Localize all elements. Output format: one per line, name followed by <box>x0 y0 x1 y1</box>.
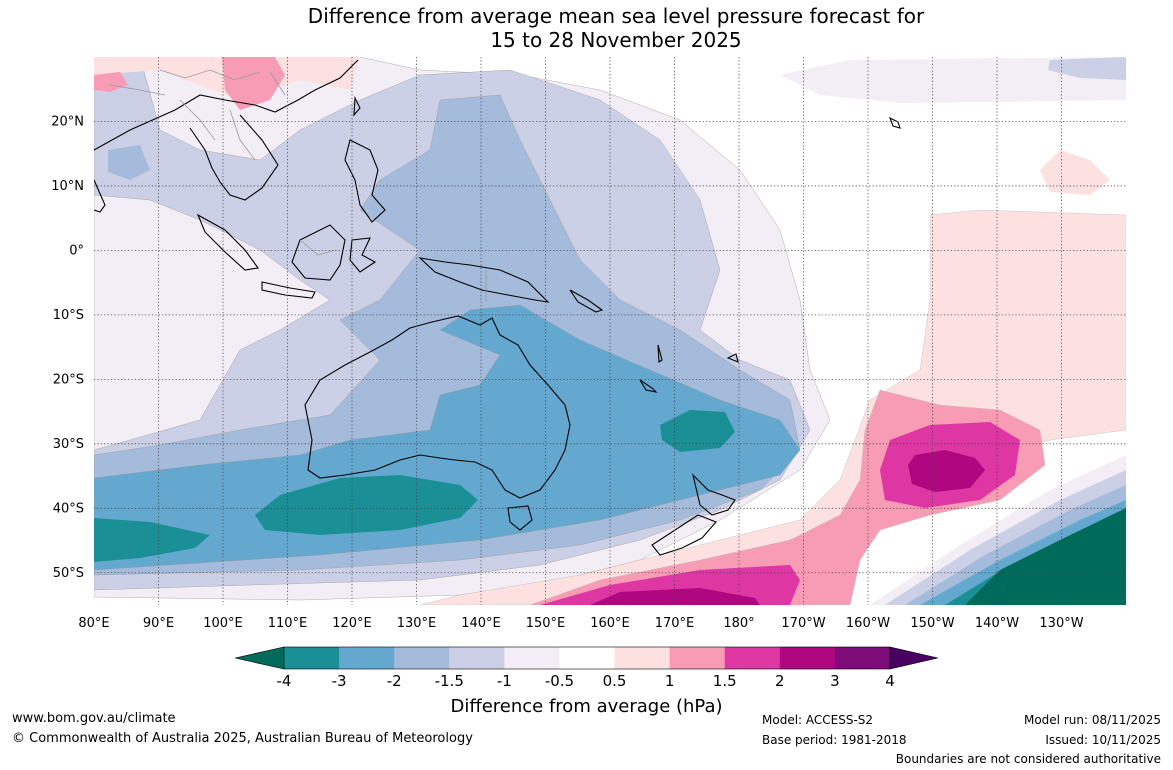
colorbar-swatch <box>284 647 340 669</box>
colorbar-tick-label: -0.5 <box>545 672 574 690</box>
contour-pos-2 <box>908 450 985 492</box>
website-link[interactable]: www.bom.gov.au/climate <box>12 711 176 726</box>
australia-coast <box>304 315 571 499</box>
lat-label: 40°S <box>53 501 84 516</box>
contour-neg-3-tasman <box>660 410 735 452</box>
contour-pos-1-west <box>94 72 128 92</box>
colorbar-swatch <box>504 647 560 669</box>
lon-label: 80°E <box>78 616 109 631</box>
coastlines <box>94 59 901 556</box>
contour-neg-0-5-ne <box>780 57 1126 103</box>
lon-label: 170°W <box>781 616 825 631</box>
lat-label: 20°S <box>53 372 84 387</box>
colorbar-swatch <box>669 647 726 669</box>
new-caledonia-coast <box>639 379 658 393</box>
lat-label: 10°S <box>53 308 84 323</box>
vanuatu-coast <box>657 344 663 363</box>
india-coast <box>94 179 106 213</box>
lon-label: 130°E <box>397 616 437 631</box>
model-name: Model: ACCESS-S2 <box>762 713 874 727</box>
model-run-date: Model run: 08/11/2025 <box>1023 713 1161 727</box>
new-zealand-south-coast <box>651 514 717 556</box>
country-borders <box>109 69 487 302</box>
contour-neg-3-main <box>255 475 478 535</box>
colorbar-swatch <box>724 647 781 669</box>
colorbar-outline <box>283 646 891 670</box>
chart-title: Difference from average mean sea level p… <box>0 4 1173 52</box>
lon-label: 90°E <box>143 616 174 631</box>
new-zealand-north-coast <box>692 473 736 516</box>
contour-neg-1-small <box>1048 57 1126 80</box>
lon-label: 170°E <box>655 616 695 631</box>
copyright-text: © Commonwealth of Australia 2025, Austra… <box>12 731 473 746</box>
contour-neg-3-west <box>94 518 210 562</box>
contour-pos-1-asia <box>222 57 285 110</box>
contour-pos-0-5-east <box>419 209 1126 605</box>
contour-se-neg-4 <box>965 508 1126 605</box>
sulawesi-coast <box>349 237 377 273</box>
title-line-1: Difference from average mean sea level p… <box>307 4 925 28</box>
lon-label: 150°E <box>526 616 566 631</box>
colorbar-swatch <box>339 647 395 669</box>
issued-date: Issued: 10/11/2025 <box>1045 733 1161 747</box>
contour-pos-0-5-north <box>1040 150 1110 195</box>
borneo-coast <box>291 224 346 281</box>
colorbar-low-extend <box>234 646 285 670</box>
taiwan-coast <box>353 95 361 117</box>
colorbar-high-extend <box>889 646 939 670</box>
lat-label: 30°S <box>53 437 84 452</box>
lat-label: 10°N <box>51 179 84 194</box>
lon-label: 160°E <box>590 616 630 631</box>
colorbar-swatch <box>394 647 450 669</box>
colorbar-tick-label: 4 <box>885 672 895 690</box>
colorbar-tick-label: 0.5 <box>603 672 627 690</box>
philippines-coast <box>344 139 386 223</box>
lat-label: 20°N <box>51 114 84 129</box>
colorbar: -4 -3 -2 -1.5 -1 -0.5 0.5 1 1.5 2 3 4 <box>234 646 939 690</box>
colorbar-swatch <box>559 647 616 669</box>
longitude-labels: 80°E 90°E 100°E 110°E 120°E 130°E 140°E 150°E 16… <box>78 616 1083 631</box>
lon-label: 140°W <box>975 616 1019 631</box>
colorbar-tick-label: -1 <box>497 672 512 690</box>
lon-label: 130°W <box>1039 616 1083 631</box>
asia-mainland-coast <box>94 59 359 201</box>
gridlines <box>94 57 1126 605</box>
lon-label: 110°E <box>268 616 308 631</box>
base-period: Base period: 1981-2018 <box>762 733 907 747</box>
hawaii-coast <box>888 116 901 129</box>
colorbar-tick-label: -1.5 <box>435 672 464 690</box>
colorbar-tick-label: 1.5 <box>713 672 737 690</box>
colorbar-tick-label: -4 <box>277 672 292 690</box>
new-guinea-coast <box>418 257 550 303</box>
colorbar-swatch <box>779 647 836 669</box>
lat-label: 0° <box>69 243 84 258</box>
lon-label: 150°W <box>910 616 954 631</box>
colorbar-tick-label: -3 <box>332 672 347 690</box>
contour-pos-2-south <box>590 588 760 605</box>
colorbar-tick-label: 1 <box>665 672 675 690</box>
colorbar-title: Difference from average (hPa) <box>450 696 723 717</box>
colorbar-swatch <box>834 647 891 669</box>
colorbar-swatch <box>449 647 505 669</box>
tasmania-coast <box>507 505 533 531</box>
solomon-coast <box>569 289 604 313</box>
colorbar-tick-label: -2 <box>387 672 402 690</box>
fiji-coast <box>726 353 739 363</box>
title-line-2: 15 to 28 November 2025 <box>490 28 742 52</box>
colorbar-tick-label: 3 <box>830 672 840 690</box>
sumatra-coast <box>196 213 259 271</box>
colorbar-tick-label: 2 <box>775 672 785 690</box>
lon-label: 140°E <box>461 616 501 631</box>
java-coast <box>261 281 316 299</box>
colorbar-swatch <box>614 647 671 669</box>
lat-label: 50°S <box>53 566 84 581</box>
lon-label: 160°W <box>846 616 890 631</box>
contour-neg-1-5-west <box>108 145 150 180</box>
lon-label: 100°E <box>203 616 243 631</box>
lon-label: 180° <box>723 616 754 631</box>
boundaries-disclaimer: Boundaries are not considered authoritat… <box>895 752 1161 766</box>
lon-label: 120°E <box>332 616 372 631</box>
latitude-labels: 20°N 10°N 0° 10°S 20°S 30°S 40°S 50°S <box>51 114 84 580</box>
